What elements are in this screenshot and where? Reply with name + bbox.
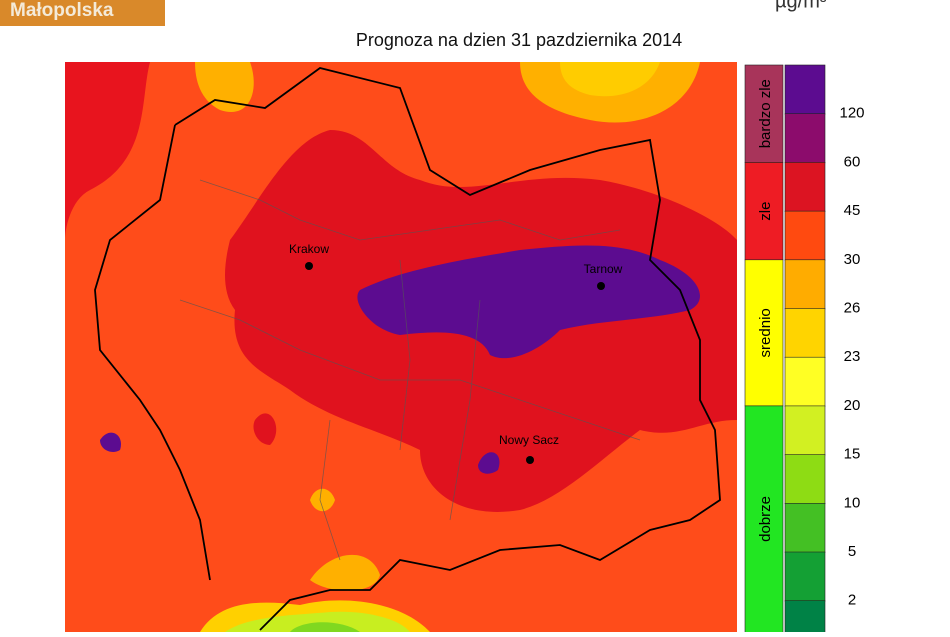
legend-tick-label: 2 xyxy=(848,592,856,609)
legend-tick-label: 60 xyxy=(844,153,861,170)
legend-bin xyxy=(784,308,826,359)
zone xyxy=(100,432,121,452)
city-dot xyxy=(597,282,605,290)
zone xyxy=(253,413,277,445)
city-dot xyxy=(526,456,534,464)
district-line xyxy=(179,179,641,561)
zone xyxy=(560,62,660,97)
legend-category-label: bardzo zle xyxy=(757,79,774,148)
legend-bin xyxy=(784,162,826,212)
legend-tick-label: 23 xyxy=(844,348,861,365)
zone xyxy=(65,62,150,240)
legend-tick-label: 20 xyxy=(844,397,861,414)
border xyxy=(94,67,721,631)
legend-bin xyxy=(784,113,826,164)
legend-bin xyxy=(784,551,826,602)
legend-category-label: zle xyxy=(757,202,774,221)
city-label: Krakow xyxy=(289,242,329,256)
legend-tick-label: 5 xyxy=(848,543,856,560)
legend-bin xyxy=(784,210,826,261)
zone xyxy=(310,554,380,591)
city-dot xyxy=(305,262,313,270)
city-label: Nowy Sacz xyxy=(499,433,559,447)
zone xyxy=(290,622,360,632)
city-label: Tarnow xyxy=(584,262,623,276)
brand: Małopolska xyxy=(10,0,114,21)
legend-bin xyxy=(784,259,826,310)
brand-box xyxy=(0,0,165,26)
legend: bardzo zle zle srednio dobrze 120 60 45 30 26 23 2… xyxy=(744,64,865,637)
zone xyxy=(195,62,254,112)
legend-category xyxy=(744,162,784,261)
legend-category-label: dobrze xyxy=(757,496,774,542)
legend-bin xyxy=(784,356,826,407)
legend-tick-label: 15 xyxy=(844,446,861,463)
legend-tick-label: 10 xyxy=(844,494,861,511)
legend-tick-label: 120 xyxy=(839,105,864,122)
legend-category xyxy=(744,259,784,407)
unit: µg/m³ xyxy=(775,0,827,12)
legend-bin xyxy=(784,600,826,637)
legend-bin xyxy=(784,405,826,456)
zone xyxy=(357,245,700,359)
legend-bin xyxy=(784,454,826,505)
legend-category xyxy=(744,64,784,163)
zone xyxy=(310,488,335,512)
legend-tick-label: 45 xyxy=(844,202,861,219)
zone xyxy=(225,611,410,632)
zone xyxy=(478,452,500,474)
legend-category-label: srednio xyxy=(757,308,774,357)
title: Prognoza na dzien 31 pazdziernika 2014 xyxy=(356,30,682,50)
legend-category xyxy=(744,405,784,637)
legend-tick-label: 30 xyxy=(844,251,861,268)
legend-bin xyxy=(784,64,826,115)
legend-tick-label: 26 xyxy=(844,299,861,316)
legend-bin xyxy=(784,502,826,553)
map: Krakow Tarnow Nowy Sacz xyxy=(65,62,737,632)
